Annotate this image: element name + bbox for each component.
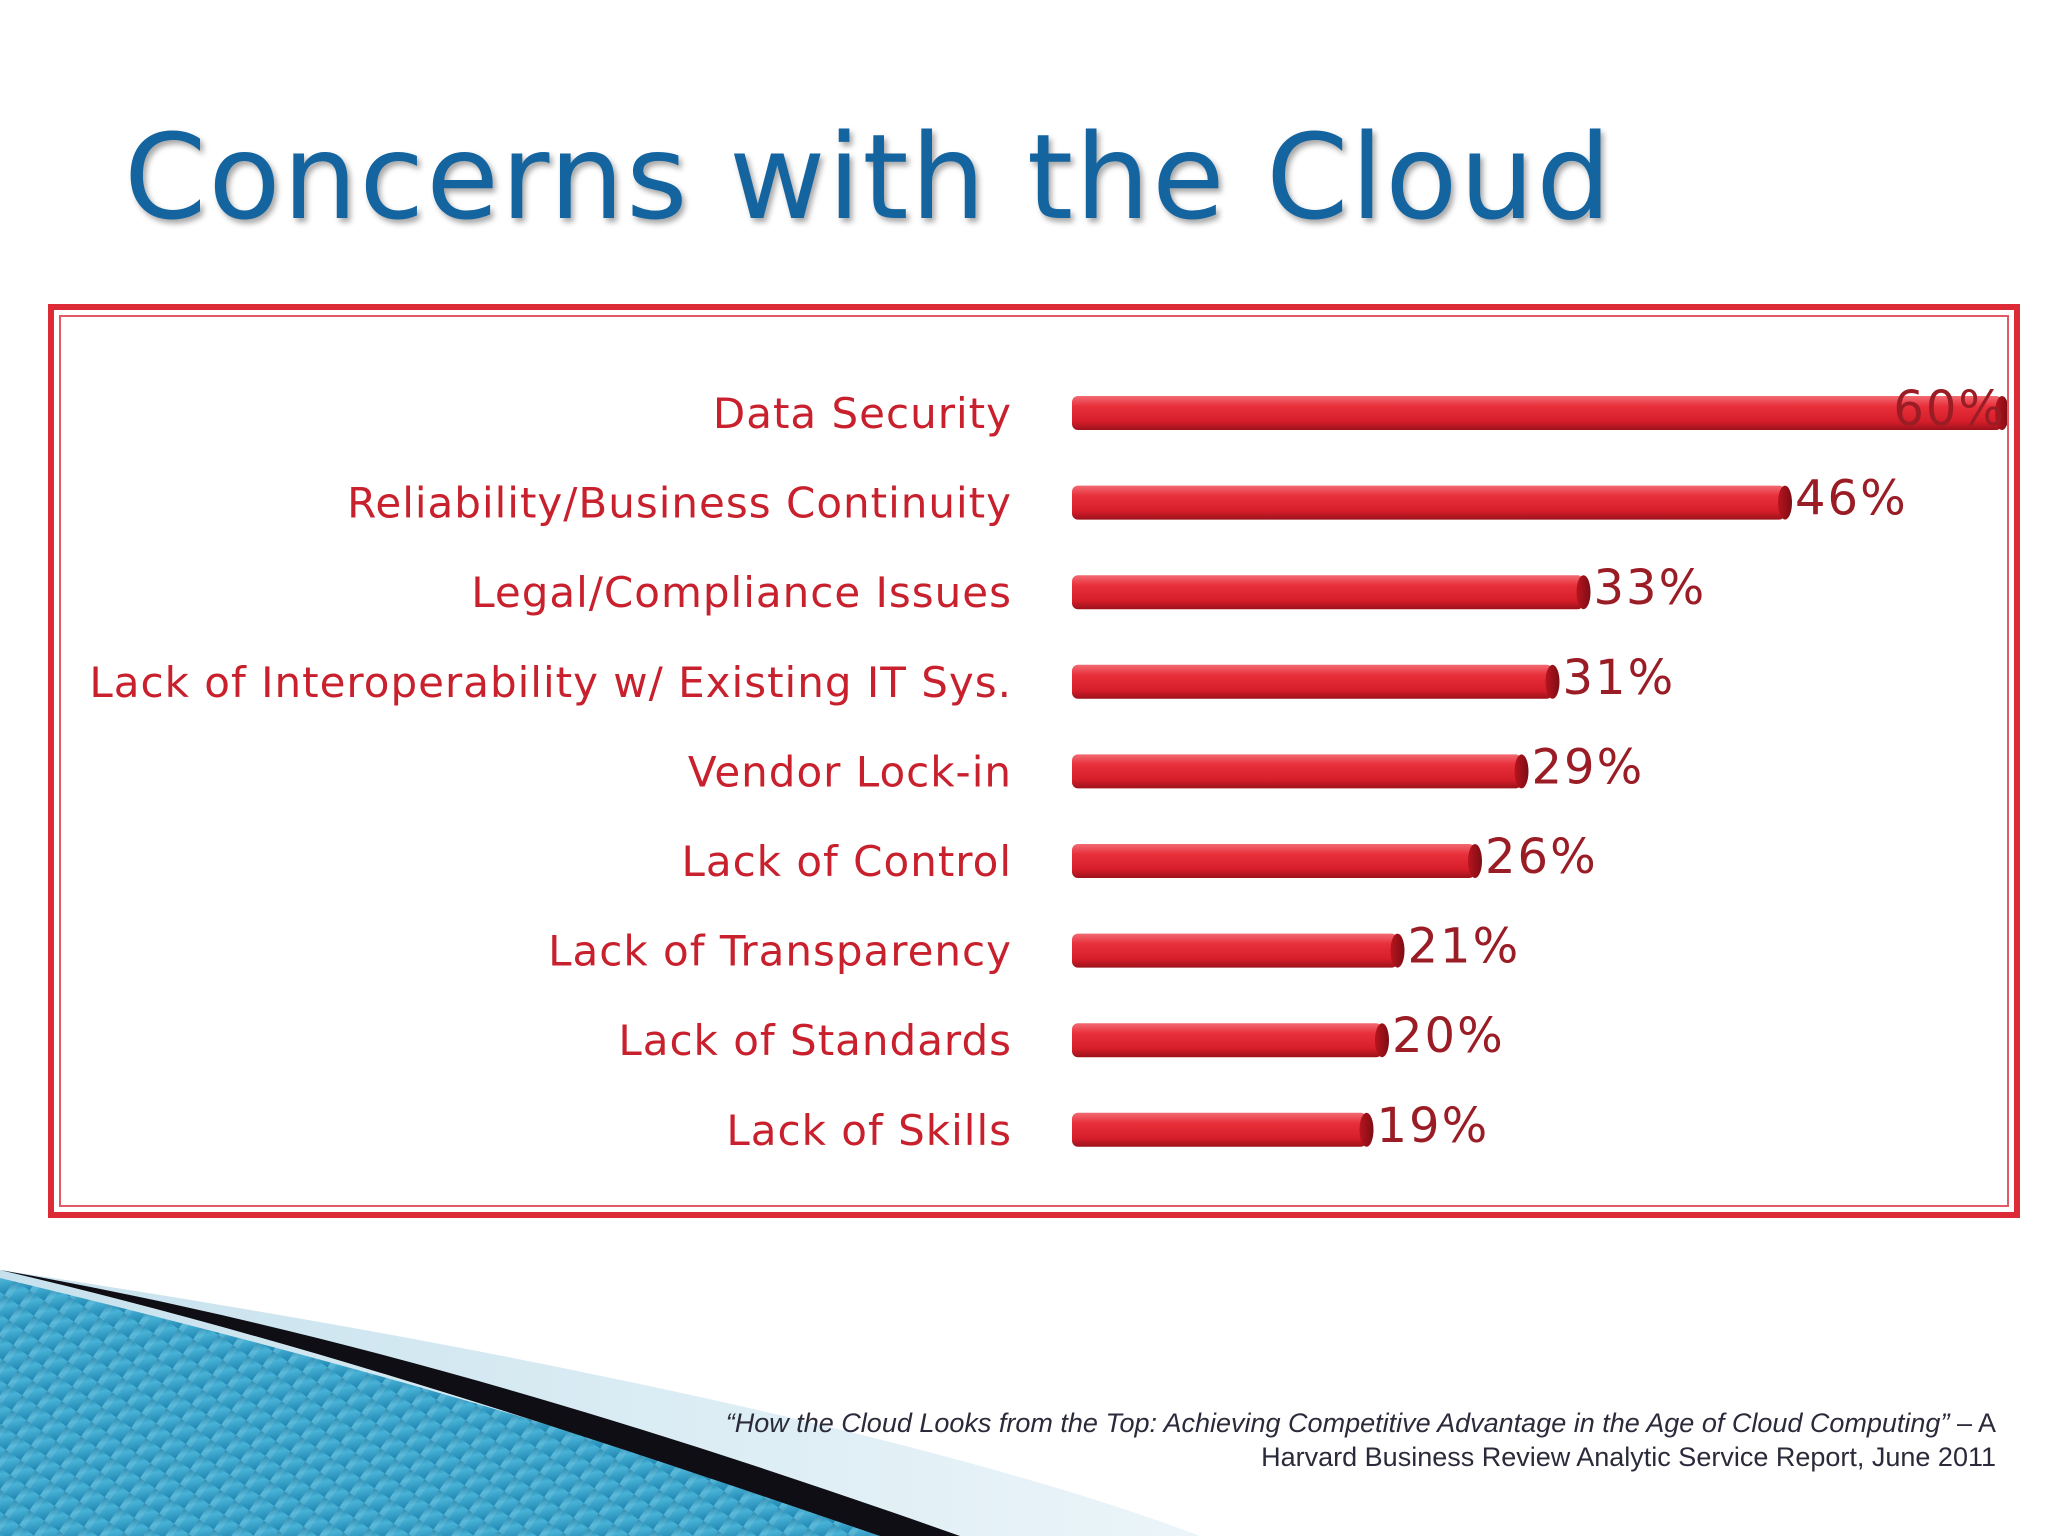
category-label: Legal/Compliance Issues [471, 568, 1012, 617]
category-label: Vendor Lock-in [688, 747, 1012, 796]
bar-2 [1072, 485, 1785, 520]
category-label: Lack of Control [681, 837, 1012, 886]
bar-chart: Data Security 60% Reliability/Business Con… [89, 381, 2009, 1155]
value-label: 60% [1893, 381, 2006, 437]
source-title: “How the Cloud Looks from the Top: Achie… [725, 1408, 1950, 1438]
category-label: Lack of Transparency [548, 927, 1012, 976]
value-label: 26% [1485, 829, 1598, 885]
slide-title: Concerns with the Cloud [124, 108, 1614, 246]
bar-3 [1072, 575, 1584, 610]
category-label: Reliability/Business Continuity [347, 479, 1012, 528]
bar-cap-8 [1375, 1023, 1389, 1058]
value-label: 46% [1795, 471, 1908, 527]
bar-cap-4 [1545, 664, 1560, 699]
value-label: 31% [1563, 650, 1676, 706]
bar-cap-9 [1359, 1112, 1374, 1147]
source-publisher: – A Harvard Business Review Analytic Ser… [1261, 1408, 1996, 1472]
bar-cap-6 [1468, 844, 1482, 878]
value-label: 20% [1392, 1008, 1505, 1064]
bar-cap-1 [1995, 396, 2009, 430]
chart-frame: Data Security 60% Reliability/Business Con… [48, 304, 2020, 1218]
bar-7 [1072, 933, 1398, 968]
value-label: 33% [1594, 560, 1707, 616]
value-label: 21% [1408, 919, 1521, 975]
bar-cap-5 [1514, 754, 1529, 789]
category-label: Lack of Interoperability w/ Existing IT … [89, 658, 1012, 707]
bar-cap-7 [1390, 933, 1405, 968]
bar-8 [1072, 1023, 1382, 1058]
category-label: Data Security [713, 389, 1012, 438]
source-citation: “How the Cloud Looks from the Top: Achie… [696, 1406, 1996, 1474]
category-label: Lack of Standards [618, 1016, 1012, 1065]
bar-1 [1072, 396, 2002, 430]
bar-6 [1072, 844, 1475, 878]
bar-4 [1072, 664, 1553, 699]
bar-cap-2 [1778, 485, 1792, 520]
category-label: Lack of Skills [726, 1106, 1012, 1155]
bar-cap-3 [1576, 575, 1591, 610]
value-label: 19% [1377, 1098, 1490, 1154]
value-label: 29% [1532, 739, 1645, 795]
footer-wave-decoration [0, 1270, 1200, 1536]
bar-9 [1072, 1112, 1367, 1147]
bar-5 [1072, 754, 1522, 789]
